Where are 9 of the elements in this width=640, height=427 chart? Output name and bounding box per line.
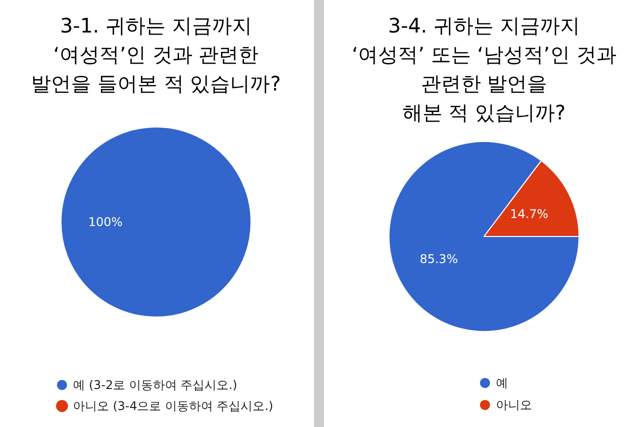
data-label: 100% — [88, 215, 123, 229]
legend-label: 아니오 (3-4으로 이동하여 주십시오.) — [73, 399, 274, 413]
legend-label: 예 (3-2로 이동하여 주십시오.) — [73, 378, 238, 392]
data-label: 85.3% — [420, 252, 458, 266]
legend-label: 아니오 — [496, 398, 532, 412]
chart-title: 3-4. 귀하는 지금까지 ‘여성적’ 또는 ‘남성적’인 것과 관련한 발언을 해본 적 있습니까? — [352, 14, 616, 124]
data-label: 14.7% — [510, 207, 548, 221]
legend-label: 예 — [496, 376, 508, 390]
chart-title: 3-1. 귀하는 지금까지 ‘여성적’인 것과 관련한 발언을 들어본 적 있습니까? — [31, 14, 281, 96]
